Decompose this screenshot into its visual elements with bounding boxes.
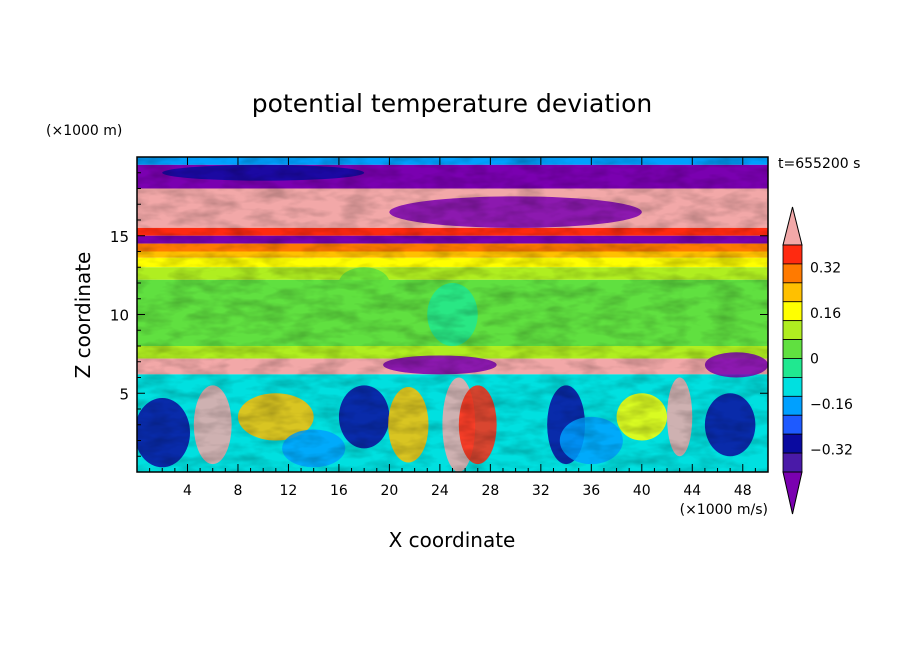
x-tick-label: 44	[683, 483, 701, 499]
colorbar-box	[782, 377, 803, 397]
colorbar-under-triangle	[782, 471, 803, 515]
colorbar-box	[782, 282, 803, 303]
field-texture	[137, 157, 768, 472]
y-axis-label: Z coordinate	[71, 252, 95, 379]
y-unit-label: (×1000 m)	[46, 123, 122, 139]
time-label: t=655200 s	[778, 156, 860, 172]
colorbar-box	[782, 414, 803, 435]
x-tick-label: 8	[233, 483, 242, 499]
colorbar-tick-label: 0	[810, 352, 819, 368]
colorbar-tick-label: 0.16	[810, 306, 841, 322]
x-tick-label: 36	[582, 483, 600, 499]
colorbar-tick-label: −0.16	[810, 397, 853, 413]
colorbar-tick-label: −0.32	[810, 442, 853, 458]
x-tick-label: 48	[734, 483, 752, 499]
x-tick-label: 32	[532, 483, 550, 499]
colorbar-box	[782, 339, 803, 359]
x-tick-label: 20	[380, 483, 398, 499]
y-tick-label: 5	[119, 385, 129, 403]
colorbar-box	[782, 244, 803, 265]
x-tick-label: 12	[280, 483, 298, 499]
x-unit-label: (×1000 m/s)	[680, 502, 768, 518]
colorbar-box	[782, 301, 803, 322]
y-axis: 5 10 15	[110, 172, 768, 457]
colorbar-over-triangle	[782, 206, 803, 246]
colorbar-box	[782, 452, 803, 473]
colorbar-box	[782, 320, 803, 340]
x-tick-label: 24	[431, 483, 449, 499]
x-axis-label: X coordinate	[389, 528, 516, 552]
x-axis: 4 8 12 16 20 24 28 32 36 40 44 48	[149, 157, 756, 499]
x-tick-label: 16	[330, 483, 348, 499]
y-tick-label: 15	[110, 228, 129, 246]
x-tick-label: 40	[633, 483, 651, 499]
colorbar-box	[782, 433, 803, 454]
colorbar-box	[782, 358, 803, 378]
contour-field	[137, 157, 768, 472]
colorbar: 0.32 0.16 0 −0.16 −0.32	[782, 206, 853, 515]
colorbar-box	[782, 263, 803, 284]
colorbar-tick-label: 0.32	[810, 261, 841, 277]
chart-title: potential temperature deviation	[252, 89, 652, 118]
x-tick-label: 4	[183, 483, 192, 499]
y-tick-label: 10	[110, 307, 129, 325]
colorbar-box	[782, 395, 803, 416]
x-tick-label: 28	[481, 483, 499, 499]
